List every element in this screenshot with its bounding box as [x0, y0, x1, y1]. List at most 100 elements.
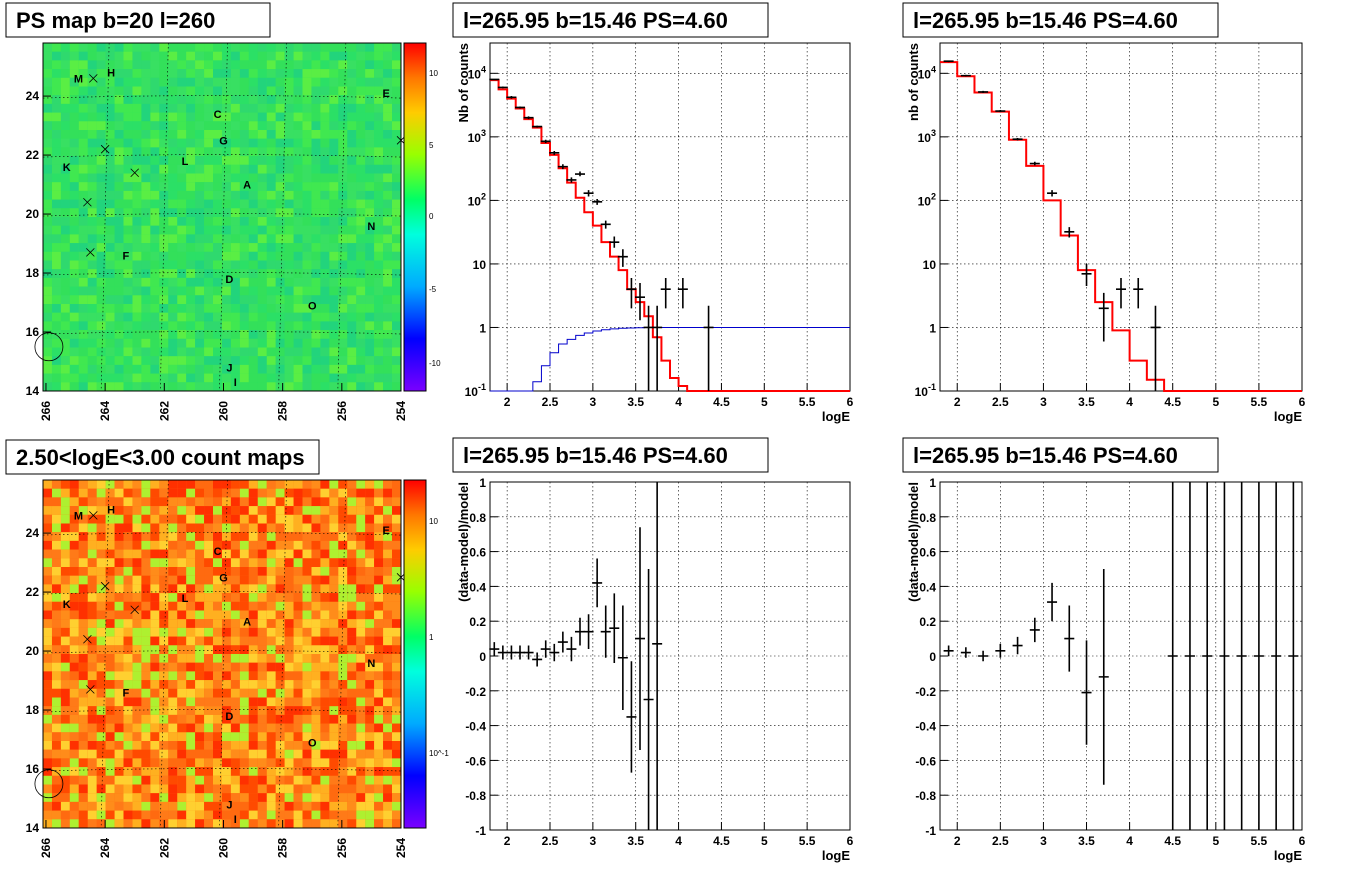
count-cb-tick-0p1: 10^-1	[429, 749, 449, 758]
count-map-pixel	[159, 532, 169, 541]
ps-map-pixel	[141, 295, 151, 304]
spec2-data-point	[1012, 137, 1023, 141]
ps-map-pixel	[302, 77, 312, 87]
spec1-title-box	[452, 2, 769, 38]
ps-map-pixel	[293, 269, 303, 278]
count-map-pixel	[248, 506, 258, 515]
count-map-pixel	[105, 793, 115, 802]
count-map-source-label: M	[74, 510, 83, 522]
count-map-pixel	[213, 662, 222, 672]
ps-map-pixel	[284, 277, 294, 287]
ps-map-pixel	[392, 60, 401, 70]
count-map-pixel	[248, 549, 258, 559]
res2-residual-point	[995, 643, 1006, 658]
count-map-pixel	[96, 514, 106, 524]
count-map-pixel	[123, 506, 133, 515]
count-map-pixel	[141, 558, 151, 567]
count-map-pixel	[96, 723, 106, 733]
ps-map-pixel	[114, 286, 124, 296]
spec1-xtick-label: 5.5	[799, 395, 816, 409]
count-map-pixel	[78, 723, 88, 733]
count-map-source-label: L	[182, 593, 189, 605]
ps-map-pixel	[52, 77, 61, 87]
ps-map-pixel	[78, 182, 88, 191]
ps-map-pixel	[284, 86, 294, 96]
count-map-pixel	[114, 488, 124, 498]
count-map-pixel	[60, 610, 70, 620]
count-map-pixel	[248, 645, 258, 654]
ps-map-pixel	[195, 51, 205, 61]
count-map-pixel	[257, 732, 267, 741]
ps-map-pixel	[230, 60, 240, 70]
count-map-pixel	[392, 723, 401, 733]
ps-map-pixel	[338, 121, 348, 130]
ps-map-pixel	[374, 138, 384, 148]
count-map-pixel	[222, 662, 231, 672]
ps-map-pixel	[320, 51, 330, 61]
count-map-pixel	[222, 488, 231, 498]
spec1-data-point	[532, 125, 543, 128]
ps-map-pixel	[239, 112, 249, 122]
ps-map-pixel	[213, 304, 222, 313]
ps-map-pixel	[150, 199, 160, 209]
count-map-pixel	[329, 671, 339, 681]
count-map-pixel	[159, 506, 169, 515]
count-map-pixel	[222, 732, 231, 741]
ps-map-pixel	[257, 121, 267, 130]
count-map-pixel	[230, 758, 240, 768]
ps-map-pixel	[177, 51, 187, 61]
ps-map-pixel	[239, 312, 249, 322]
ps-map-pixel	[302, 356, 312, 365]
res2-plot: 2 2.5 3 3.5 4 4.5 5 5.5 610.80.60.40.20-0.2-0.4-…	[906, 476, 1306, 863]
count-map-pixel	[275, 601, 285, 611]
ps-map-pixel	[257, 277, 267, 287]
count-map-pixel	[356, 810, 366, 820]
count-map-pixel	[195, 749, 205, 759]
count-map-pixel	[195, 775, 205, 785]
res2-ytick-label: -0.6	[915, 754, 936, 768]
count-map-pixel	[78, 488, 88, 498]
ps-map-pixel	[114, 51, 124, 61]
count-map-pixel	[266, 706, 276, 715]
count-map-pixel	[257, 810, 267, 820]
count-map-pixel	[222, 575, 231, 585]
count-map-pixel	[43, 610, 52, 620]
ps-map-pixel	[230, 364, 240, 374]
ps-map-pixel	[311, 234, 321, 244]
count-map-pixel	[284, 593, 294, 602]
count-map-pixel	[78, 514, 88, 524]
count-map-pixel	[150, 732, 160, 741]
ps-map-pixel	[96, 251, 106, 261]
ps-map-pixel	[52, 356, 61, 365]
count-map-pixel	[87, 723, 97, 733]
count-map-pixel	[383, 723, 393, 733]
ps-map-pixel	[43, 173, 52, 183]
ps-map-pixel	[105, 138, 115, 148]
ps-map-pixel	[222, 356, 231, 365]
ps-map-pixel	[141, 243, 151, 252]
ps-map-pixel	[195, 364, 205, 374]
ps-map-pixel	[266, 112, 276, 122]
ps-map-pixel	[293, 295, 303, 304]
ps-map-pixel	[141, 382, 151, 391]
ps-map-pixel	[222, 112, 231, 122]
count-map-pixel	[69, 497, 79, 507]
ps-map-pixel	[168, 86, 178, 96]
count-map-pixel	[69, 671, 79, 681]
ps-map-pixel	[159, 112, 169, 122]
spec1-data-point	[652, 305, 663, 391]
ps-map-pixel	[284, 182, 294, 191]
ps-map-pixel	[392, 77, 401, 87]
ps-map-pixel	[132, 130, 142, 139]
ps-map-pixel	[141, 347, 151, 357]
count-map-pixel	[87, 662, 97, 672]
count-map-pixel	[302, 601, 312, 611]
res2-xlabel: logE	[1274, 848, 1302, 863]
ps-map-pixel	[177, 147, 187, 157]
ps-map-pixel	[114, 364, 124, 374]
ps-map-pixel	[132, 208, 142, 217]
count-map-pixel	[43, 488, 52, 498]
ps-map-pixel	[311, 190, 321, 200]
count-map-pixel	[284, 549, 294, 559]
